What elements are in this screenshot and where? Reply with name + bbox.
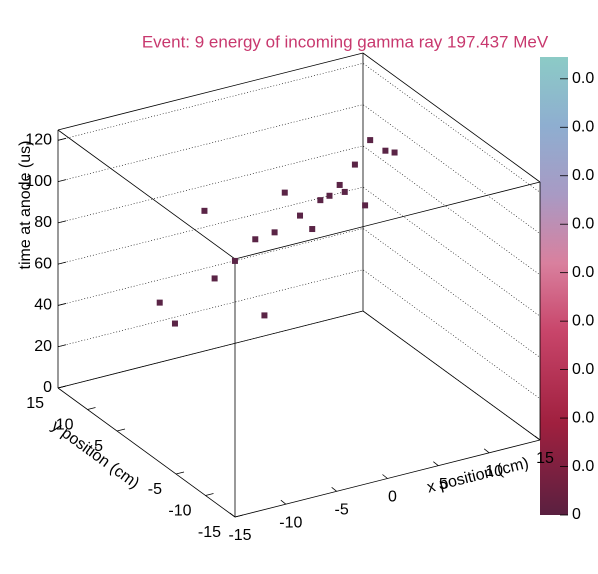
x-tick xyxy=(280,499,287,505)
box-edge xyxy=(234,181,541,260)
grid-line xyxy=(57,228,541,358)
y-tick-label: -10 xyxy=(168,503,191,520)
x-tick xyxy=(534,435,541,441)
z-tick-label: 20 xyxy=(34,338,52,355)
x-tick-label: 10 xyxy=(485,463,503,480)
z-tick-label: 120 xyxy=(25,132,52,149)
point xyxy=(271,229,278,236)
point xyxy=(326,192,333,199)
grid-line xyxy=(57,269,541,399)
point xyxy=(367,137,374,144)
x-tick xyxy=(331,487,337,492)
x-tick-label: 15 xyxy=(536,450,554,467)
y-tick-label: 15 xyxy=(26,395,44,412)
point xyxy=(391,149,398,156)
point xyxy=(317,197,324,204)
z-tick xyxy=(57,179,67,182)
z-tick xyxy=(57,261,67,265)
colorbar-tick-label: 0.0 xyxy=(572,70,594,87)
colorbar-tick-label: 0.0 xyxy=(572,264,594,281)
box-edge xyxy=(362,310,541,441)
point xyxy=(231,257,238,264)
colorbar-tick-label: 0.0 xyxy=(572,409,594,426)
z-tick xyxy=(57,344,67,348)
grid-line xyxy=(57,145,541,276)
colorbar-tick-label: 0.0 xyxy=(572,361,594,378)
grid-line xyxy=(57,186,541,317)
x-tick-label: 5 xyxy=(439,476,448,493)
z-tick-label: 40 xyxy=(34,297,52,314)
y-tick xyxy=(87,407,96,410)
z-tick-label: 100 xyxy=(25,173,52,190)
point xyxy=(261,312,268,319)
colorbar-tick-label: 0.0 xyxy=(572,458,594,475)
z-axis-label: time at anode (us) xyxy=(17,141,34,270)
point xyxy=(362,202,369,209)
colorbar-tick-label: 0.0 xyxy=(572,118,594,135)
point xyxy=(171,320,178,327)
grid-line xyxy=(57,310,541,441)
point xyxy=(156,299,163,306)
box-edge xyxy=(57,129,236,260)
y-tick xyxy=(205,493,214,496)
colorbar-tick-label: 0.0 xyxy=(572,215,594,232)
z-tick xyxy=(57,220,67,224)
z-tick-label: 60 xyxy=(34,255,52,272)
box-edge xyxy=(57,310,364,389)
z-tick xyxy=(57,303,67,306)
y-tick-label: 10 xyxy=(56,417,74,434)
point xyxy=(297,212,304,219)
z-tick-label: 0 xyxy=(43,379,52,396)
x-tick-label: -15 xyxy=(228,527,251,544)
x-tick-label: -5 xyxy=(335,502,349,519)
point xyxy=(351,161,358,168)
colorbar-tick-label: 0.0 xyxy=(572,312,594,329)
x-tick-label: 0 xyxy=(388,489,397,506)
point xyxy=(211,275,218,282)
y-tick xyxy=(175,471,185,475)
box-edge xyxy=(362,52,541,183)
point xyxy=(252,236,259,243)
x-tick-label: -10 xyxy=(279,514,302,531)
chart-title: Event: 9 energy of incoming gamma ray 19… xyxy=(142,32,549,51)
colorbar xyxy=(540,57,568,515)
point xyxy=(341,188,348,195)
y-tick xyxy=(116,428,126,432)
z-tick-label: 80 xyxy=(34,214,52,231)
point xyxy=(336,181,343,188)
point xyxy=(382,147,389,154)
x-tick xyxy=(382,474,388,479)
y-tick-label: -5 xyxy=(148,481,162,498)
point xyxy=(281,189,288,196)
grid-line xyxy=(57,62,541,193)
y-tick-label: -15 xyxy=(198,524,221,541)
y-tick-label: 5 xyxy=(94,438,103,455)
x-tick xyxy=(433,461,439,466)
point xyxy=(309,226,316,233)
x-tick xyxy=(229,512,236,518)
box-edge xyxy=(57,52,364,131)
colorbar-tick-label: 0 xyxy=(572,506,581,523)
y-tick xyxy=(234,514,244,518)
x-tick xyxy=(483,448,490,454)
z-tick xyxy=(57,137,67,141)
point xyxy=(201,207,208,214)
y-tick xyxy=(57,385,67,389)
colorbar-tick-label: 0.0 xyxy=(572,167,594,184)
